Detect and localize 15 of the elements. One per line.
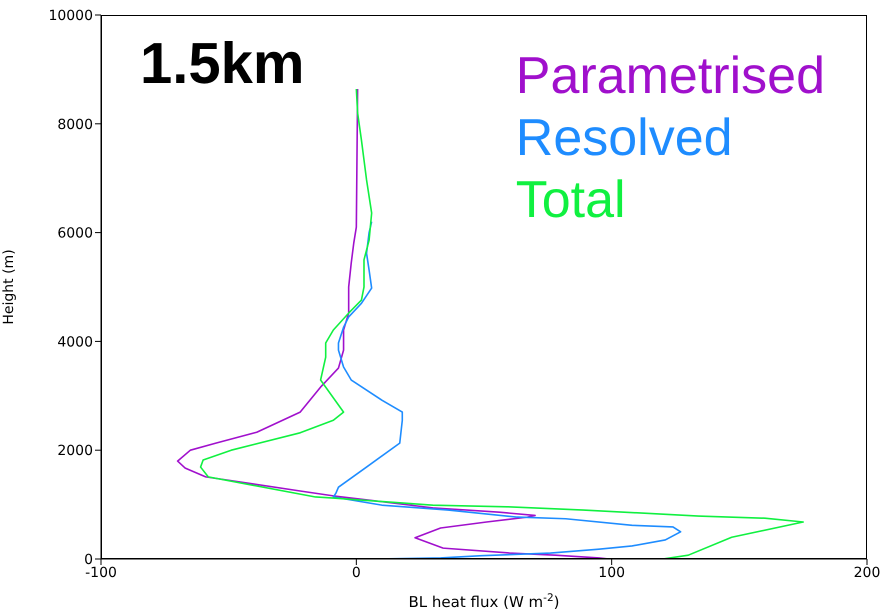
x-tick-label: 200 [854, 564, 880, 581]
text: Resolved [516, 108, 734, 169]
x-tick-label: 0 [352, 564, 361, 581]
x-tick-label: 100 [598, 564, 626, 581]
y-tick-label: 2000 [57, 443, 93, 460]
y-axis-title: Height (m) [0, 249, 17, 325]
chart-title: 1.5km [140, 30, 304, 97]
y-tick-label: 8000 [57, 116, 93, 133]
y-tick-label: 6000 [57, 226, 93, 242]
text: Parametrised [516, 46, 825, 107]
y-tick-label: 10000 [48, 8, 93, 24]
y-tick-label: 4000 [57, 334, 93, 350]
line-series [332, 220, 682, 559]
x-axis-title: BL heat flux (W m$^{-2}$) [408, 592, 560, 611]
text: Total [516, 170, 627, 231]
